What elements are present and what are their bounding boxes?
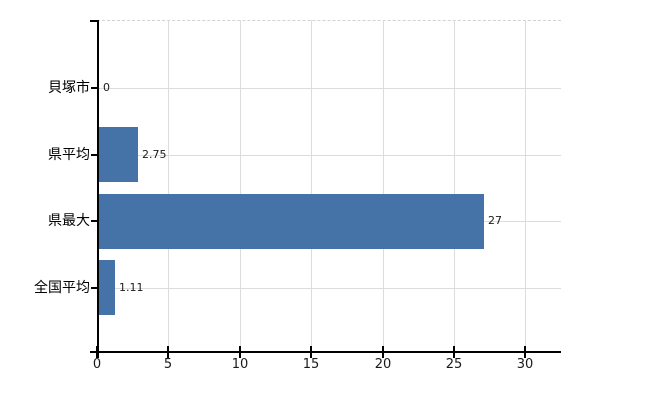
x-gridline <box>525 20 526 351</box>
x-tick-label: 15 <box>302 357 320 372</box>
x-tick-label: 20 <box>374 357 392 372</box>
y-axis-top-tick <box>90 20 97 22</box>
x-gridline <box>454 20 455 351</box>
category-gridline <box>99 155 561 156</box>
chart-bar[interactable] <box>99 194 484 249</box>
chart-bar[interactable] <box>99 260 115 315</box>
bar-value-label: 0 <box>103 81 110 94</box>
category-label: 県平均 <box>48 147 90 163</box>
bar-value-label: 27 <box>488 214 502 227</box>
y-tick <box>91 87 97 89</box>
x-tick-label: 25 <box>445 357 463 372</box>
x-tick-label: 30 <box>516 357 534 372</box>
y-tick <box>91 220 97 222</box>
category-label: 県最大 <box>48 213 90 229</box>
y-tick <box>91 287 97 289</box>
plot-top-border <box>97 20 561 21</box>
category-gridline <box>99 88 561 89</box>
category-label: 貝塚市 <box>48 80 90 96</box>
category-label: 全国平均 <box>34 280 90 296</box>
y-tick <box>91 154 97 156</box>
x-tick-label: 10 <box>231 357 249 372</box>
x-gridline <box>311 20 312 351</box>
x-tick-label: 5 <box>163 357 173 372</box>
x-tick-label: 0 <box>92 357 102 372</box>
x-gridline <box>240 20 241 351</box>
category-gridline <box>99 288 561 289</box>
x-gridline <box>383 20 384 351</box>
chart-bar[interactable] <box>99 127 138 182</box>
bar-value-label: 2.75 <box>142 148 167 161</box>
bar-value-label: 1.11 <box>119 281 144 294</box>
x-axis <box>90 351 561 353</box>
x-gridline <box>168 20 169 351</box>
y-axis <box>97 20 99 358</box>
